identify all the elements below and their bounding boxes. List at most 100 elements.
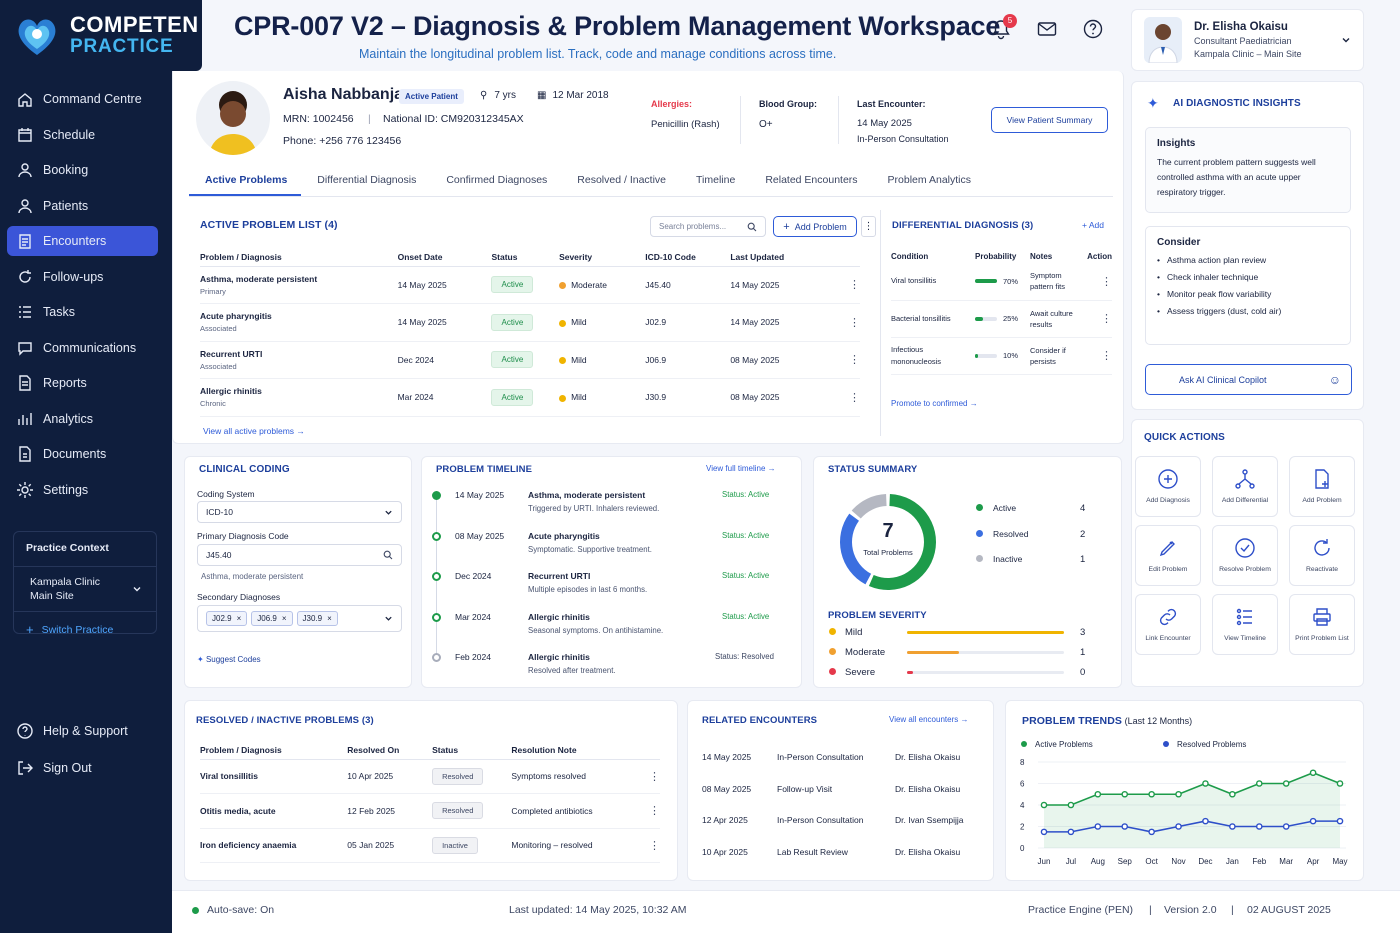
probability-value: 10%: [1003, 351, 1019, 360]
nav-item-reports[interactable]: Reports: [7, 368, 158, 398]
ask-ai-copilot-button[interactable]: Ask AI Clinical Copilot ☺: [1145, 364, 1352, 395]
table-row[interactable]: Asthma, moderate persistent Primary 14 May…: [200, 266, 860, 304]
nav-label: Communications: [43, 340, 137, 355]
switch-practice-link[interactable]: + Switch Practice: [26, 622, 144, 637]
more-options-button[interactable]: ⋮: [861, 216, 876, 237]
table-row[interactable]: Bacterial tonsillitis 25% Await culture re…: [891, 300, 1112, 337]
allergies-label: Allergies:: [651, 99, 693, 109]
mail-icon[interactable]: [1036, 18, 1058, 40]
quick-action-add-diagnosis[interactable]: Add Diagnosis: [1135, 456, 1201, 517]
problem-cell: Asthma, moderate persistent Primary: [200, 266, 398, 304]
insights-text: The current problem pattern suggests wel…: [1157, 157, 1316, 197]
table-row[interactable]: Infectious mononucleosis 10% Consider if p…: [891, 337, 1112, 374]
table-row[interactable]: Viral tonsillitis 70% Symptom pattern fits…: [891, 263, 1112, 300]
tab-differential-diagnosis[interactable]: Differential Diagnosis: [317, 174, 417, 186]
help-icon[interactable]: [1082, 18, 1104, 40]
column-header-actions: [649, 742, 660, 759]
nav-item-encounters[interactable]: Encounters: [7, 226, 158, 256]
code-chip[interactable]: J02.9 ×: [206, 611, 248, 626]
tab-resolved-inactive[interactable]: Resolved / Inactive: [577, 174, 667, 186]
kebab-menu-icon[interactable]: ⋮: [849, 279, 860, 292]
add-differential-link[interactable]: + Add: [1082, 220, 1104, 230]
problem-type: Associated: [200, 361, 237, 371]
kebab-menu-icon[interactable]: ⋮: [849, 354, 860, 367]
table-row[interactable]: Iron deficiency anaemia 05 Jan 2025 Inacti…: [200, 828, 660, 863]
severity-fill: [907, 651, 960, 654]
view-all-active-link[interactable]: View all active problems →: [203, 426, 305, 436]
kebab-menu-icon[interactable]: ⋮: [649, 805, 660, 818]
nav-item-sign-out[interactable]: Sign Out: [7, 753, 158, 783]
nav-item-communications[interactable]: Communications: [7, 333, 158, 363]
quick-action-edit-problem[interactable]: Edit Problem: [1135, 525, 1201, 586]
kebab-menu-icon[interactable]: ⋮: [1101, 313, 1112, 325]
encounter-row[interactable]: 08 May 2025 Follow-up Visit Dr. Elisha Oka…: [702, 784, 982, 800]
table-row[interactable]: Otitis media, acute 12 Feb 2025 Resolved Co…: [200, 794, 660, 828]
data-point: [1255, 780, 1263, 787]
nav-item-command-centre[interactable]: Command Centre: [7, 84, 158, 114]
quick-action-print-problem-list[interactable]: Print Problem List: [1289, 594, 1355, 655]
table-row[interactable]: Recurrent URTI Associated Dec 2024 Active Mi…: [200, 341, 860, 379]
quick-action-reactivate[interactable]: Reactivate: [1289, 525, 1355, 586]
user-card[interactable]: Dr. Elisha Okaisu Consultant Paediatricia…: [1131, 9, 1364, 71]
quick-action-add-differential[interactable]: Add Differential: [1212, 456, 1278, 517]
dob-info: ▦ 12 Mar 2018: [537, 90, 609, 101]
kebab-menu-icon[interactable]: ⋮: [849, 316, 860, 329]
nav-item-patients[interactable]: Patients: [7, 191, 158, 221]
row-actions: ⋮: [649, 828, 660, 863]
kebab-menu-icon[interactable]: ⋮: [1101, 275, 1112, 288]
check-circle-icon: [1235, 538, 1255, 558]
kebab-menu-icon[interactable]: ⋮: [649, 839, 660, 852]
view-all-encounters-link[interactable]: View all encounters →: [889, 715, 968, 724]
timeline-status: Status: Resolved: [715, 652, 774, 661]
tab-active-problems[interactable]: Active Problems: [189, 170, 302, 196]
insights-title: Insights: [1157, 138, 1196, 149]
kebab-menu-icon[interactable]: ⋮: [649, 770, 660, 783]
quick-action-link-encounter[interactable]: Link Encounter: [1135, 594, 1201, 655]
encounter-row[interactable]: 10 Apr 2025 Lab Result Review Dr. Elisha O…: [702, 847, 982, 863]
close-icon[interactable]: ×: [281, 614, 287, 623]
quick-action-add-problem[interactable]: Add Problem: [1289, 456, 1355, 517]
code-chip[interactable]: J06.9 ×: [251, 611, 293, 626]
promote-confirmed-link[interactable]: Promote to confirmed →: [891, 399, 978, 408]
nav-item-follow-ups[interactable]: Follow-ups: [7, 262, 158, 292]
tab-related-encounters[interactable]: Related Encounters: [765, 174, 858, 186]
tab-timeline[interactable]: Timeline: [696, 174, 736, 186]
table-row[interactable]: Viral tonsillitis 10 Apr 2025 Resolved Symp…: [200, 759, 660, 794]
clinic-selector[interactable]: Kampala Clinic Main Site: [14, 566, 156, 612]
nav-item-help-support[interactable]: Help & Support: [7, 716, 158, 746]
quick-action-resolve-problem[interactable]: Resolve Problem: [1212, 525, 1278, 586]
chevron-down-icon: [385, 616, 392, 621]
kebab-menu-icon[interactable]: ⋮: [849, 391, 860, 404]
x-tick-label: Sep: [1118, 857, 1133, 866]
view-full-timeline-link[interactable]: View full timeline →: [706, 464, 776, 473]
primary-code-input[interactable]: J45.40: [197, 544, 402, 566]
table-row[interactable]: Allergic rhinitis Chronic Mar 2024 Active Mi…: [200, 379, 860, 416]
quick-actions-panel: [1131, 419, 1364, 687]
search-problems-input[interactable]: Search problems...: [650, 216, 766, 237]
brand-logo[interactable]: COMPETEN PRACTICE: [0, 0, 202, 71]
view-patient-summary-button[interactable]: View Patient Summary: [991, 107, 1108, 133]
nav-item-documents[interactable]: Documents: [7, 439, 158, 469]
x-tick-label: Apr: [1307, 857, 1320, 866]
coding-system-select[interactable]: ICD-10: [197, 501, 402, 523]
suggest-codes-link[interactable]: ✦ Suggest Codes: [197, 655, 261, 664]
nav-item-booking[interactable]: Booking: [7, 155, 158, 185]
close-icon[interactable]: ×: [236, 614, 242, 623]
quick-action-view-timeline[interactable]: View Timeline: [1212, 594, 1278, 655]
nav-item-schedule[interactable]: Schedule: [7, 120, 158, 150]
tab-problem-analytics[interactable]: Problem Analytics: [887, 174, 971, 186]
nav-item-settings[interactable]: Settings: [7, 475, 158, 505]
tab-confirmed-diagnoses[interactable]: Confirmed Diagnoses: [446, 174, 548, 186]
encounter-row[interactable]: 14 May 2025 In-Person Consultation Dr. Eli…: [702, 752, 982, 768]
close-icon[interactable]: ×: [327, 614, 332, 623]
row-actions: ⋮: [849, 341, 860, 379]
nav-item-tasks[interactable]: Tasks: [7, 297, 158, 327]
data-point: [1309, 769, 1317, 777]
nav-item-analytics[interactable]: Analytics: [7, 404, 158, 434]
encounter-row[interactable]: 12 Apr 2025 In-Person Consultation Dr. Iva…: [702, 815, 982, 831]
kebab-menu-icon[interactable]: ⋮: [1101, 350, 1112, 362]
code-chip[interactable]: J30.9 ×: [296, 611, 338, 626]
add-problem-button[interactable]: + Add Problem: [773, 216, 857, 237]
table-row[interactable]: Acute pharyngitis Associated 14 May 2025 Ac…: [200, 304, 860, 341]
secondary-codes-input[interactable]: J02.9 × J06.9 × J30.9 ×: [197, 605, 402, 632]
